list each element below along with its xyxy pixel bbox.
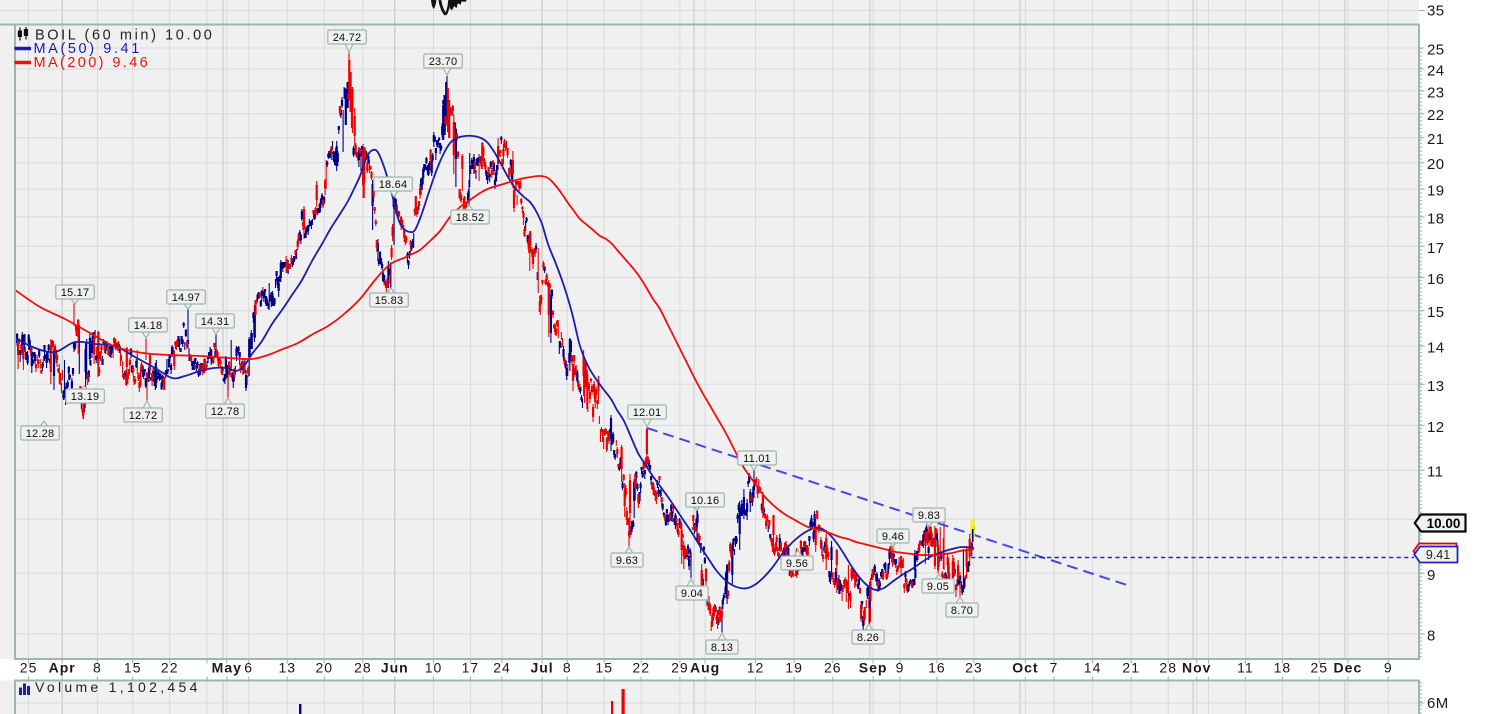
svg-text:8: 8 bbox=[563, 660, 572, 676]
svg-text:9.56: 9.56 bbox=[786, 558, 808, 570]
svg-text:14.97: 14.97 bbox=[172, 292, 201, 304]
svg-text:Aug: Aug bbox=[690, 660, 720, 676]
svg-text:12: 12 bbox=[747, 660, 765, 676]
svg-text:20: 20 bbox=[1427, 156, 1445, 173]
svg-text:9: 9 bbox=[1384, 660, 1393, 676]
svg-text:22: 22 bbox=[1427, 107, 1445, 124]
svg-text:12.72: 12.72 bbox=[129, 410, 158, 422]
svg-text:17: 17 bbox=[1427, 240, 1445, 257]
svg-text:16: 16 bbox=[1427, 271, 1445, 288]
svg-text:7: 7 bbox=[1050, 660, 1059, 676]
svg-text:19: 19 bbox=[785, 660, 803, 676]
svg-text:26: 26 bbox=[824, 660, 842, 676]
svg-text:14: 14 bbox=[1427, 340, 1445, 357]
svg-text:12: 12 bbox=[1427, 419, 1445, 436]
svg-text:Oct: Oct bbox=[1012, 660, 1038, 676]
svg-text:Jun: Jun bbox=[381, 660, 409, 676]
svg-text:9.63: 9.63 bbox=[616, 555, 638, 567]
svg-text:Jul: Jul bbox=[530, 660, 553, 676]
svg-text:29: 29 bbox=[671, 660, 689, 676]
svg-text:MA(50) 9.41: MA(50) 9.41 bbox=[34, 41, 142, 57]
svg-text:25: 25 bbox=[1427, 42, 1445, 59]
svg-text:22: 22 bbox=[632, 660, 650, 676]
svg-text:9.41: 9.41 bbox=[1426, 548, 1450, 562]
svg-text:24: 24 bbox=[493, 660, 511, 676]
svg-text:9.04: 9.04 bbox=[681, 588, 703, 600]
svg-text:Volume 1,102,454: Volume 1,102,454 bbox=[35, 679, 201, 695]
svg-text:21: 21 bbox=[1427, 131, 1445, 148]
svg-text:23: 23 bbox=[1427, 84, 1445, 101]
svg-text:13.19: 13.19 bbox=[71, 391, 100, 403]
svg-text:6: 6 bbox=[244, 660, 253, 676]
svg-text:18: 18 bbox=[1427, 210, 1445, 227]
svg-text:9.05: 9.05 bbox=[927, 581, 949, 593]
svg-text:24.72: 24.72 bbox=[333, 32, 362, 44]
svg-text:14.18: 14.18 bbox=[134, 320, 163, 332]
svg-text:15: 15 bbox=[595, 660, 613, 676]
svg-text:16: 16 bbox=[928, 660, 946, 676]
svg-text:14: 14 bbox=[1084, 660, 1102, 676]
svg-text:Sep: Sep bbox=[859, 660, 888, 676]
svg-text:BOIL (60 min) 10.00: BOIL (60 min) 10.00 bbox=[35, 28, 214, 44]
svg-text:9: 9 bbox=[1427, 567, 1436, 584]
svg-text:28: 28 bbox=[354, 660, 372, 676]
svg-text:12.01: 12.01 bbox=[633, 407, 662, 419]
svg-text:9: 9 bbox=[896, 660, 905, 676]
svg-text:24: 24 bbox=[1427, 63, 1445, 80]
svg-text:21: 21 bbox=[1122, 660, 1140, 676]
svg-text:Dec: Dec bbox=[1334, 660, 1363, 676]
svg-text:8.70: 8.70 bbox=[951, 605, 973, 617]
svg-text:11: 11 bbox=[1237, 660, 1254, 676]
svg-text:23.70: 23.70 bbox=[429, 56, 458, 68]
svg-text:17: 17 bbox=[462, 660, 480, 676]
svg-text:15.17: 15.17 bbox=[61, 287, 90, 299]
svg-text:25: 25 bbox=[1311, 660, 1329, 676]
svg-text:Nov: Nov bbox=[1182, 660, 1211, 676]
svg-text:14.31: 14.31 bbox=[201, 316, 230, 328]
svg-text:12.78: 12.78 bbox=[211, 406, 240, 418]
svg-text:20: 20 bbox=[316, 660, 334, 676]
svg-text:23: 23 bbox=[965, 660, 983, 676]
svg-text:9.46: 9.46 bbox=[882, 531, 904, 543]
svg-text:10.16: 10.16 bbox=[691, 495, 720, 507]
svg-text:9.83: 9.83 bbox=[918, 510, 940, 522]
svg-text:8.13: 8.13 bbox=[711, 642, 733, 654]
svg-text:10: 10 bbox=[425, 660, 443, 676]
svg-text:35: 35 bbox=[1427, 3, 1445, 20]
svg-text:18.64: 18.64 bbox=[379, 179, 408, 191]
svg-text:6M: 6M bbox=[1427, 695, 1449, 712]
svg-text:18: 18 bbox=[1274, 660, 1292, 676]
svg-text:MA(200) 9.46: MA(200) 9.46 bbox=[34, 55, 151, 71]
svg-text:25: 25 bbox=[20, 660, 38, 676]
svg-text:13: 13 bbox=[1427, 378, 1445, 395]
svg-text:8: 8 bbox=[1427, 627, 1436, 644]
svg-text:11: 11 bbox=[1427, 464, 1443, 481]
svg-text:15: 15 bbox=[1427, 304, 1445, 321]
svg-text:8: 8 bbox=[93, 660, 102, 676]
svg-text:May: May bbox=[212, 660, 242, 676]
svg-text:19: 19 bbox=[1427, 183, 1445, 200]
svg-text:18.52: 18.52 bbox=[456, 212, 485, 224]
svg-text:11.01: 11.01 bbox=[743, 453, 771, 465]
svg-text:15.83: 15.83 bbox=[375, 295, 404, 307]
svg-text:22: 22 bbox=[161, 660, 179, 676]
svg-text:13: 13 bbox=[279, 660, 297, 676]
svg-text:10.00: 10.00 bbox=[1427, 516, 1461, 531]
svg-text:12.28: 12.28 bbox=[26, 428, 55, 440]
svg-text:8.26: 8.26 bbox=[857, 632, 879, 644]
svg-text:15: 15 bbox=[124, 660, 142, 676]
svg-text:28: 28 bbox=[1159, 660, 1177, 676]
svg-text:Apr: Apr bbox=[49, 660, 76, 676]
